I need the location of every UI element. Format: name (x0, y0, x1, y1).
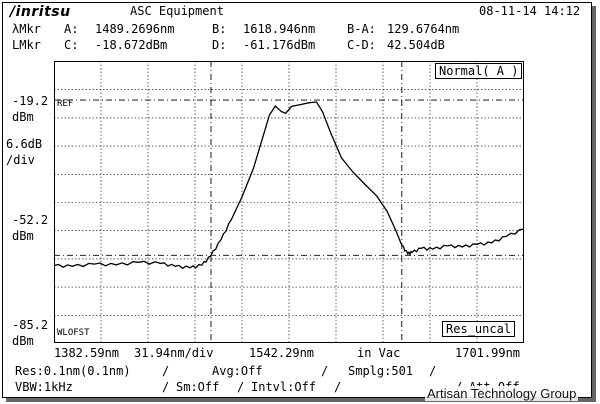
marker-a-key: A: (64, 22, 79, 36)
smoothing-setting: Sm:Off (176, 380, 220, 394)
y-top-value: -19.2 (12, 94, 49, 108)
marker-ba-value: 129.6764nm (387, 22, 460, 36)
marker-ba-key: B-A: (347, 22, 376, 36)
watermark: Artisan Technology Group (425, 386, 579, 401)
x-span-label: 31.94nm/div (134, 346, 214, 360)
x-start-label: 1382.59nm (54, 346, 120, 360)
marker-lines (54, 61, 524, 343)
marker-cd-key: C-D: (347, 38, 376, 52)
brand-logo: /inritsu (10, 4, 71, 20)
vbw-setting: VBW:1kHz (15, 380, 73, 394)
display-mode-label: Normal( A ) (435, 63, 523, 79)
marker-b-value: 1618.946nm (243, 22, 316, 36)
instrument-screen: /inritsu ASC Equipment 08-11-14 14:12 λM… (2, 2, 592, 398)
marker-d-value: -61.176dBm (243, 38, 316, 52)
y-scale-value: 6.6dB (6, 137, 43, 151)
separator: / (162, 364, 170, 378)
sampling-setting: Smplg:501 (348, 364, 414, 378)
separator: / (321, 364, 329, 378)
medium-label: in Vac (357, 346, 401, 360)
equipment-title: ASC Equipment (130, 4, 224, 18)
datetime: 08-11-14 14:12 (479, 4, 581, 18)
separator: / (237, 380, 245, 394)
spectrum-trace (54, 101, 524, 270)
marker-b-key: B: (212, 22, 227, 36)
x-center-label: 1542.29nm (249, 346, 315, 360)
averaging-setting: Avg:Off (212, 364, 263, 378)
marker-c-key: C: (64, 38, 79, 52)
marker-c-value: -18.672dBm (95, 38, 168, 52)
screen-border (54, 61, 524, 343)
wl-offset-label: WLOFST (57, 328, 90, 338)
marker-d-key: D: (212, 38, 227, 52)
y-scale-unit: /div (6, 153, 35, 167)
marker-cd-value: 42.504dB (387, 38, 445, 52)
marker-a-value: 1489.2696nm (95, 22, 175, 36)
y-mid-unit: dBm (12, 229, 34, 243)
separator: / (334, 380, 342, 394)
y-bottom-unit: dBm (12, 334, 34, 348)
y-bottom-value: -85.2 (12, 318, 49, 332)
wl-marker-label: λMkr (12, 22, 41, 36)
separator: / (429, 364, 437, 378)
y-mid-value: -52.2 (12, 213, 49, 227)
resolution-setting: Res:0.1nm(0.1nm) (15, 364, 131, 378)
x-stop-label: 1701.99nm (455, 346, 521, 360)
separator: / (162, 380, 170, 394)
interval-setting: Intvl:Off (251, 380, 317, 394)
ref-label: REF (57, 99, 74, 109)
trace-display (54, 61, 524, 343)
graticule-grid (54, 61, 524, 343)
level-marker-label: LMkr (12, 38, 41, 52)
res-uncal-label: Res_uncal (442, 321, 516, 337)
y-top-unit: dBm (12, 110, 34, 124)
